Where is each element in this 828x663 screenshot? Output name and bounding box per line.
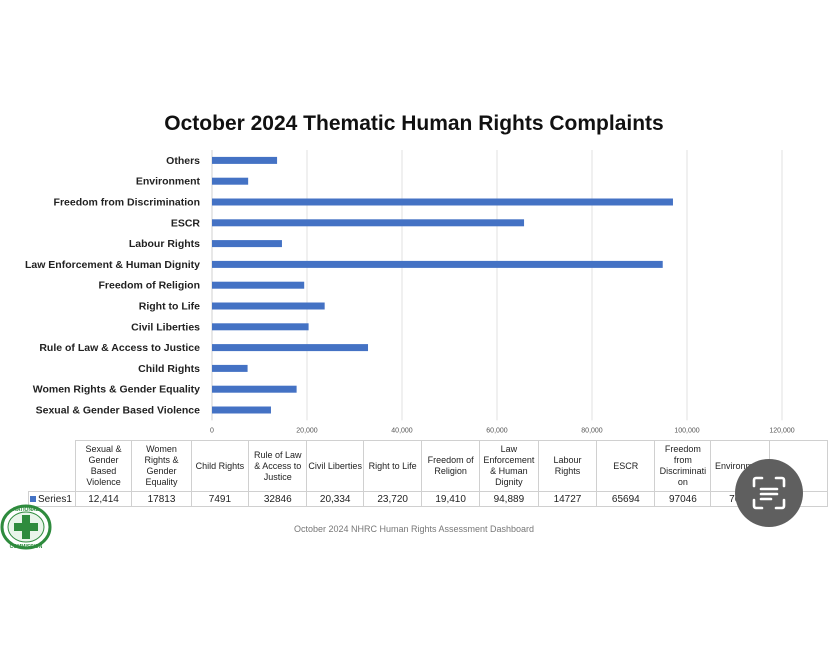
category-label: Freedom of Religion <box>98 280 200 292</box>
table-header-cell: Women Rights & Gender Equality <box>131 440 192 492</box>
table-value-cell: 14727 <box>537 491 598 507</box>
bar <box>212 219 525 227</box>
series-label: Series1 <box>38 493 72 505</box>
table-value-cell: 12,414 <box>74 491 133 507</box>
table-header-cell: ESCR <box>596 440 656 492</box>
table-header-row: Sexual & Gender Based Violence Women Righ… <box>28 440 828 492</box>
table-value-cell: 32846 <box>248 491 308 507</box>
bar <box>212 364 248 372</box>
table-header-cell: Child Rights <box>190 440 250 492</box>
table-header-cell: Sexual & Gender Based Violence <box>74 440 133 492</box>
x-tick-label: 60,000 <box>486 427 508 434</box>
bar <box>212 240 282 248</box>
category-label: Freedom from Discrimination <box>54 197 200 209</box>
x-tick-label: 0 <box>210 427 214 434</box>
series-swatch-icon <box>30 495 36 502</box>
table-value-cell: 17813 <box>131 491 192 507</box>
table-value-row: Series1 12,414 17813 7491 32846 20,334 23,720… <box>28 491 828 507</box>
bar <box>212 281 305 289</box>
table-value-cell: 19,410 <box>421 491 480 507</box>
lens-button[interactable] <box>735 459 803 527</box>
x-tick-label: 80,000 <box>581 427 603 434</box>
series-legend-cell: Series1 <box>28 491 76 507</box>
category-label: Others <box>166 155 200 167</box>
category-label: Law Enforcement & Human Dignity <box>25 259 200 271</box>
data-table: Sexual & Gender Based Violence Women Righ… <box>28 440 828 507</box>
logo-text-bottom: COMMISSION <box>10 544 43 550</box>
table-value-cell: 97046 <box>654 491 712 507</box>
table-header-cell: Civil Liberties <box>306 440 364 492</box>
table-corner <box>28 440 76 492</box>
bar <box>212 260 663 268</box>
bar <box>212 177 249 185</box>
x-tick-label: 20,000 <box>296 427 318 434</box>
x-tick-label: 120,000 <box>769 427 794 434</box>
chart-title: October 2024 Thematic Human Rights Compl… <box>164 112 664 135</box>
bar <box>212 344 369 352</box>
category-label: Civil Liberties <box>131 321 200 333</box>
bar <box>212 323 309 331</box>
category-label: Women Rights & Gender Equality <box>33 384 200 396</box>
table-header-cell: Law Enforcement & Human Dignity <box>478 440 539 492</box>
table-value-cell: 23,720 <box>362 491 423 507</box>
x-tick-label: 40,000 <box>391 427 413 434</box>
table-value-cell: 65694 <box>596 491 656 507</box>
logo-text-top: NATIONAL <box>13 507 38 513</box>
nhrc-seal-icon: NATIONAL COMMISSION <box>0 504 52 550</box>
category-label: Child Rights <box>138 363 200 375</box>
table-header-cell: Labour Rights <box>537 440 598 492</box>
x-tick-label: 100,000 <box>674 427 699 434</box>
scan-lens-icon <box>752 476 786 510</box>
category-label: Labour Rights <box>129 238 200 250</box>
category-label: Rule of Law & Access to Justice <box>39 342 200 354</box>
category-label: ESCR <box>171 217 201 229</box>
bar <box>212 198 673 206</box>
footer-caption: October 2024 NHRC Human Rights Assessmen… <box>293 524 535 534</box>
bar <box>212 156 278 164</box>
bar-chart: 0 20,000 40,000 60,000 80,000 100,000 120,000 S… <box>25 150 795 434</box>
category-label: Right to Life <box>139 301 200 313</box>
bar <box>212 385 297 393</box>
bar <box>212 302 325 310</box>
table-value-cell: 94,889 <box>478 491 539 507</box>
table-header-cell: Rule of Law & Access to Justice <box>248 440 308 492</box>
table-value-cell: 20,334 <box>306 491 364 507</box>
table-value-cell: 7491 <box>190 491 250 507</box>
table-header-cell: Freedom from Discriminati on <box>654 440 712 492</box>
category-label: Sexual & Gender Based Violence <box>36 405 201 417</box>
bar <box>212 406 271 414</box>
table-header-cell: Right to Life <box>362 440 423 492</box>
table-header-cell: Freedom of Religion <box>421 440 480 492</box>
category-label: Environment <box>136 176 201 188</box>
